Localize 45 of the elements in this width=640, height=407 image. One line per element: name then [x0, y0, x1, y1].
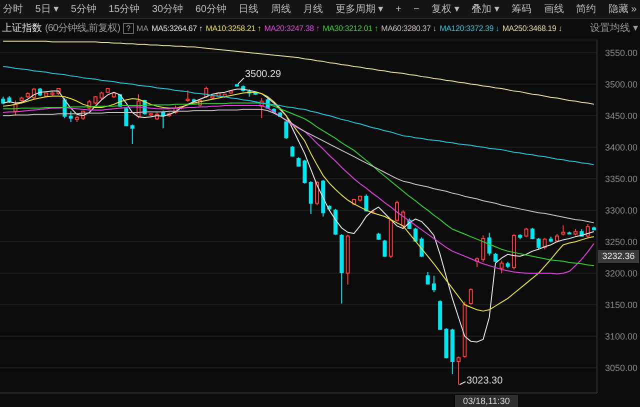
- text: 画线: [542, 2, 565, 16]
- text: ?: [123, 22, 134, 34]
- text: MA30:3212.01 ↑: [322, 24, 378, 32]
- text: +: [394, 4, 402, 14]
- y-tick-label: 3450.00: [605, 110, 638, 121]
- text: −: [412, 4, 420, 14]
- y-tick-label: 3100.00: [605, 331, 638, 342]
- text: MA5:3264.67 ↑: [152, 24, 203, 32]
- text: 60分钟: [194, 2, 228, 16]
- text: 复权 ▾: [430, 2, 460, 16]
- text: 隐藏 »: [607, 2, 638, 16]
- text: MA120:3372.39 ↓: [440, 24, 500, 32]
- y-tick-label: 3500.00: [605, 79, 638, 90]
- text: 更多周期 ▾: [334, 2, 384, 16]
- y-tick-label: 3550.00: [605, 48, 638, 58]
- y-tick-label: 3350.00: [605, 174, 638, 184]
- text: 月线: [302, 2, 324, 16]
- text: 5分钟: [70, 2, 98, 16]
- y-tick-label: 3200.00: [605, 268, 638, 278]
- text: 3232.36: [598, 250, 639, 263]
- y-tick-label: 3250.00: [605, 236, 638, 247]
- text: 分时: [2, 2, 24, 16]
- y-tick-label: 3400.00: [605, 142, 638, 152]
- y-tick-label: 3300.00: [605, 205, 638, 216]
- text: MA60:3280.37 ↓: [381, 24, 437, 32]
- text: MA20:3247.38 ↑: [264, 24, 320, 32]
- chart-subtitle: (60分钟线,前复权): [45, 22, 120, 35]
- text: 30分钟: [150, 2, 184, 16]
- text: MA250:3468.19 ↓: [502, 24, 562, 32]
- chart-title: 上证指数: [2, 22, 42, 35]
- text: 03/18,11:30: [455, 395, 518, 407]
- text: 周线: [270, 2, 292, 16]
- text: MA10:3258.21 ↑: [206, 24, 262, 32]
- text: 15分钟: [108, 2, 141, 16]
- text: MA: [136, 24, 149, 32]
- y-tick-label: 3150.00: [605, 300, 638, 310]
- annotation: 3023.30: [466, 376, 504, 387]
- y-tick-label: 3050.00: [605, 362, 638, 373]
- text: 筹码: [510, 3, 533, 16]
- text: 日线: [238, 2, 260, 16]
- text: 简约: [575, 3, 598, 16]
- text: 5日 ▾: [34, 3, 60, 16]
- text: 叠加 ▾: [470, 2, 500, 16]
- annotation: 3500.29: [244, 68, 282, 80]
- text: 设置均线 ▾: [590, 22, 638, 35]
